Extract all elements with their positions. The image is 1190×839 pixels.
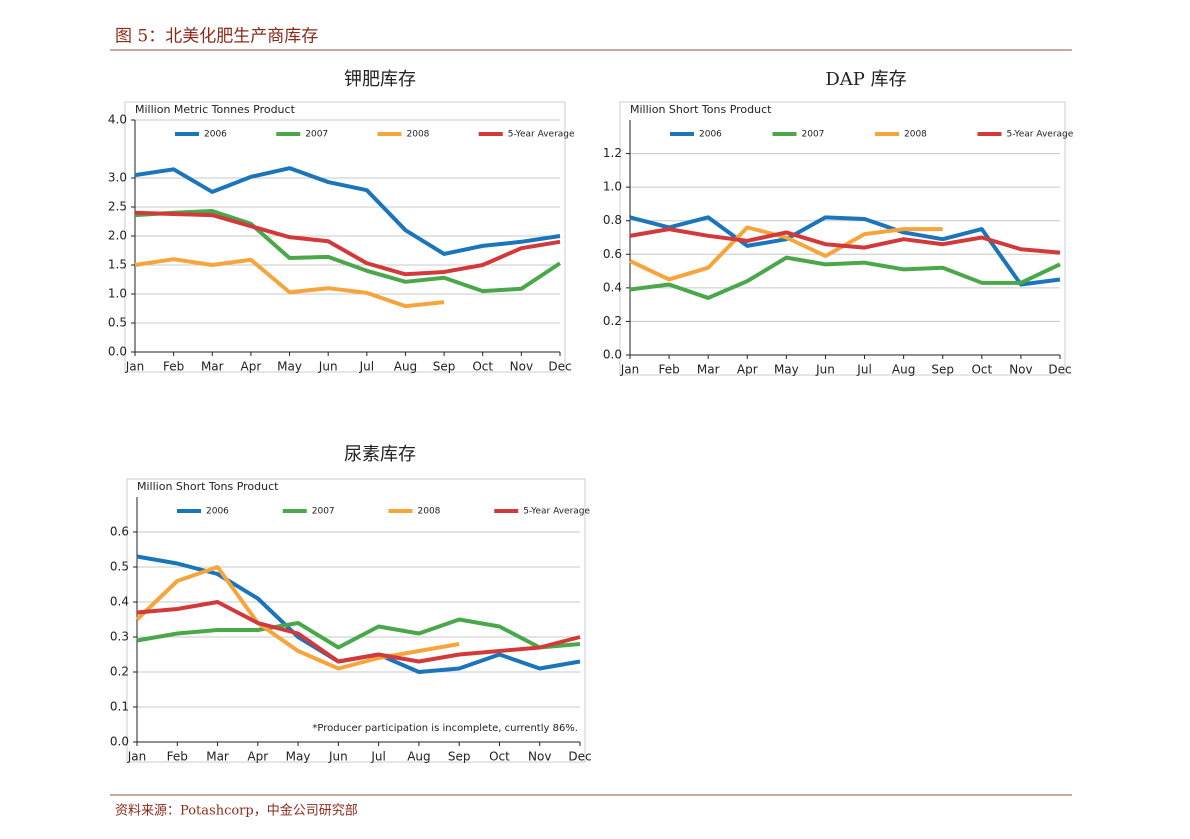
x-tick-label: Jun [318,360,338,374]
x-tick-label: Nov [1009,363,1032,377]
chart-frame [124,101,566,373]
series-line [629,215,1061,287]
series-line [136,617,581,650]
x-tick-label: Jan [620,363,640,377]
y-tick-label: 1.0 [108,287,127,301]
y-tick-label: 0.2 [110,665,129,679]
y-tick-label: 1.2 [603,146,622,160]
x-tick-label: Jun [815,363,835,377]
y-tick-label: 0.1 [110,700,129,714]
y-tick-label: 1.0 [603,180,622,194]
legend-label: 5-Year Average [1007,130,1074,140]
x-tick-label: Sep [931,363,954,377]
x-tick-label: Mar [201,360,224,374]
source: 资料来源：Potashcorp，中金公司研究部 [115,803,358,819]
legend-label: 2008 [407,130,430,140]
legend-label: 2006 [699,130,722,140]
legend-label: 2006 [204,130,227,140]
y-axis-label: Million Short Tons Product [630,103,772,116]
x-tick-label: Apr [241,360,262,374]
series-line [134,210,561,277]
x-tick-label: Feb [658,363,679,377]
x-tick-label: Oct [971,363,992,377]
x-tick-label: Dec [548,360,571,374]
series-line [134,209,562,294]
x-tick-label: Apr [247,750,268,764]
legend-label: 2007 [305,130,328,140]
y-tick-label: 0.6 [110,525,129,539]
legend-label: 2006 [206,507,229,517]
x-tick-label: Jan [127,750,147,764]
x-tick-label: Dec [1048,363,1071,377]
chart-title: DAP 库存 [825,69,906,90]
legend-label: 2008 [904,130,927,140]
x-tick-label: May [286,750,311,764]
y-tick-label: 3.0 [108,171,127,185]
y-tick-label: 4.0 [108,113,127,127]
x-tick-label: Oct [489,750,510,764]
x-tick-label: Aug [394,360,417,374]
y-tick-label: 2.0 [108,229,127,243]
legend-label: 2007 [312,507,335,517]
series-line [629,255,1061,300]
x-tick-label: May [277,360,302,374]
legend-label: 2008 [418,507,441,517]
x-tick-label: Apr [737,363,758,377]
x-tick-label: Jul [856,363,871,377]
x-tick-label: Nov [510,360,533,374]
x-tick-label: Jan [125,360,145,374]
y-tick-label: 2.5 [108,200,127,214]
x-tick-label: Mar [697,363,720,377]
y-tick-label: 1.5 [108,258,127,272]
series-line [134,257,445,309]
series-line [135,565,460,671]
y-axis-label: Million Metric Tonnes Product [135,103,296,116]
x-tick-label: Aug [407,750,430,764]
x-tick-label: May [774,363,799,377]
x-tick-label: Nov [528,750,551,764]
y-tick-label: 0.3 [110,630,129,644]
legend-label: 5-Year Average [523,507,590,517]
series-line [629,225,943,282]
y-tick-label: 0.0 [603,348,622,362]
chart-frame [619,101,1066,376]
x-tick-label: Feb [163,360,184,374]
chart-title: 钾肥库存 [344,69,416,90]
series-line [136,600,581,664]
y-tick-label: 0.6 [603,247,622,261]
x-tick-label: Sep [448,750,471,764]
legend-label: 5-Year Average [508,130,575,140]
series-line [629,227,1061,255]
y-tick-label: 0.2 [603,314,622,328]
y-tick-label: 0.0 [110,735,129,749]
legend-label: 2007 [802,130,825,140]
y-tick-label: 0.5 [108,316,127,330]
y-tick-label: 0.5 [110,560,129,574]
y-axis-label: Million Short Tons Product [137,480,279,493]
x-tick-label: Feb [167,750,188,764]
annotation: *Producer participation is incomplete, c… [312,723,578,734]
y-tick-label: 0.0 [108,345,127,359]
chart-frame [126,478,586,763]
x-tick-label: Jul [370,750,385,764]
x-tick-label: Oct [472,360,493,374]
x-tick-label: Jul [359,360,374,374]
series-line [134,166,561,256]
x-tick-label: Sep [433,360,456,374]
chart-title: 尿素库存 [344,444,416,465]
y-tick-label: 0.8 [603,213,622,227]
x-tick-label: Mar [206,750,229,764]
figure-title: 图 5：北美化肥生产商库存 [115,27,318,47]
x-tick-label: Aug [892,363,915,377]
x-tick-label: Jun [328,750,348,764]
y-tick-label: 0.4 [110,595,129,609]
x-tick-label: Dec [568,750,591,764]
y-tick-label: 0.4 [603,280,622,294]
